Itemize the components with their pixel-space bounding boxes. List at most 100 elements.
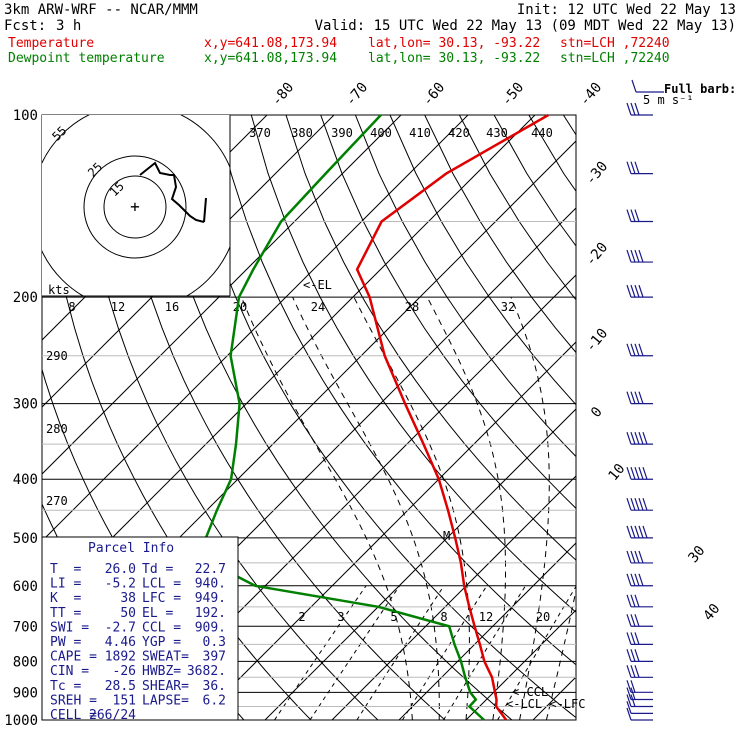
wind-barb <box>626 284 653 298</box>
parcel-label: LCL = <box>142 577 181 592</box>
hodograph: + 55 25 15 kts <box>42 115 231 297</box>
skew-temp-label: -30 <box>583 159 612 189</box>
parcel-label: YGP = <box>142 635 181 650</box>
wind-barb <box>626 701 653 714</box>
parcel-value: 397 <box>203 650 226 665</box>
theta-side-label-280: 280 <box>46 422 68 436</box>
pressure-labels: 100 200 300 400 500 600 700 800 900 1000 <box>4 108 38 729</box>
parcel-label: TT = <box>50 606 81 621</box>
moist-adiabat <box>353 296 470 720</box>
moist-adiabat <box>545 588 576 720</box>
isotherm <box>42 115 335 408</box>
skew-temp-label: -60 <box>420 80 449 110</box>
hodograph-trace <box>139 161 205 223</box>
parcel-value: 1892 <box>105 650 136 665</box>
parcel-value: 3682. <box>187 664 226 679</box>
skew-temp-label: 0 <box>588 404 606 421</box>
temperature-legend: Temperature <box>8 36 95 51</box>
wind-barb <box>626 391 653 405</box>
el-marker: <-EL <box>303 278 332 292</box>
fcst-value: 3 h <box>56 18 82 34</box>
parcel-value: 0.3 <box>203 635 226 650</box>
dry-adiabat <box>354 115 576 458</box>
barb-scale-icon <box>631 79 664 93</box>
skew-temp-label: -50 <box>499 80 528 110</box>
parcel-label: CELL = <box>50 708 97 723</box>
pressure-label-300: 300 <box>13 397 38 413</box>
m-marker: M <box>443 529 450 543</box>
barb-scale-title: Full barb: <box>664 82 736 96</box>
init-time: Init: 12 UTC Wed 22 May 13 <box>516 2 736 18</box>
upper-temp-label-8: 8 <box>68 300 75 314</box>
isotherm <box>532 676 576 720</box>
upper-temp-label-28: 28 <box>405 300 419 314</box>
parcel-value: 38 <box>120 591 136 606</box>
theta-label-400: 400 <box>370 126 392 140</box>
isotherm <box>42 115 536 609</box>
dry-adiabat <box>493 115 576 247</box>
dry-adiabat <box>77 115 379 720</box>
parcel-value: 26.0 <box>105 562 136 577</box>
theta-side-labels: 290 280 270 <box>46 349 68 508</box>
parcel-label: PW = <box>50 635 81 650</box>
isotherm <box>398 542 576 720</box>
wind-barb <box>626 431 653 445</box>
parcel-value: 192. <box>195 606 226 621</box>
parcel-value: 151 <box>113 693 136 708</box>
dry-adiabat <box>181 115 576 719</box>
wind-barb <box>626 343 653 357</box>
upper-temp-label-12: 12 <box>111 300 125 314</box>
plot-frame <box>41 114 577 721</box>
pressure-label-200: 200 <box>13 290 38 306</box>
parcel-label: LI = <box>50 577 81 592</box>
parcel-label: LFC = <box>142 591 181 606</box>
isotherm <box>465 609 576 720</box>
upper-temp-label-16: 16 <box>165 300 179 314</box>
parcel-value: 6.2 <box>203 693 226 708</box>
wind-barbs <box>626 102 653 721</box>
wind-barb <box>626 209 653 223</box>
hodo-units: kts <box>48 283 70 297</box>
theta-side-label-290: 290 <box>46 349 68 363</box>
temperature-profile <box>355 113 550 721</box>
wind-barb <box>626 161 653 175</box>
parcel-label: CCL = <box>142 620 181 635</box>
mixing-ratio-line <box>309 585 401 720</box>
parcel-label: SREH = <box>50 693 97 708</box>
pressure-label-100: 100 <box>13 108 38 124</box>
wind-barb <box>626 102 653 116</box>
parcel-value: 909. <box>195 620 226 635</box>
isotherm <box>42 115 402 475</box>
parcel-label: CAPE = <box>50 650 97 665</box>
skew-temp-label: 40 <box>700 601 723 624</box>
parcel-value: -2.7 <box>105 620 136 635</box>
temperature-xy: x,y=641.08,173.94 <box>204 36 338 51</box>
theta-side-label-270: 270 <box>46 494 68 508</box>
dry-adiabat <box>389 115 576 406</box>
dry-adiabat <box>702 115 740 733</box>
parcel-label: LAPSE= <box>142 693 189 708</box>
lcl-lfc-marker: <-LCL <-LFC <box>506 697 585 711</box>
dewpoint-profile <box>204 114 485 721</box>
wind-barb <box>626 687 653 701</box>
parcel-value: 940. <box>195 577 226 592</box>
wind-barb <box>626 694 653 708</box>
dry-adiabat <box>146 115 513 720</box>
wind-barb <box>626 550 653 564</box>
wind-barb <box>626 665 653 678</box>
hodo-center-icon: + <box>130 197 140 216</box>
parcel-label: T = <box>50 562 81 577</box>
dry-adiabat <box>216 115 576 666</box>
theta-label-440: 440 <box>531 126 553 140</box>
pressure-label-700: 700 <box>13 619 38 635</box>
mixing-ratio-label-5: 5 <box>390 610 397 624</box>
parcel-value: 22.7 <box>195 562 226 577</box>
theta-label-410: 410 <box>409 126 431 140</box>
isotherm <box>264 408 576 720</box>
parcel-value: -5.2 <box>105 577 136 592</box>
temperature-latlon: lat,lon= 30.13, -93.22 <box>368 36 541 51</box>
pressure-label-900: 900 <box>13 685 38 701</box>
parcel-label: Tc = <box>50 679 81 694</box>
wind-barb <box>626 467 653 480</box>
